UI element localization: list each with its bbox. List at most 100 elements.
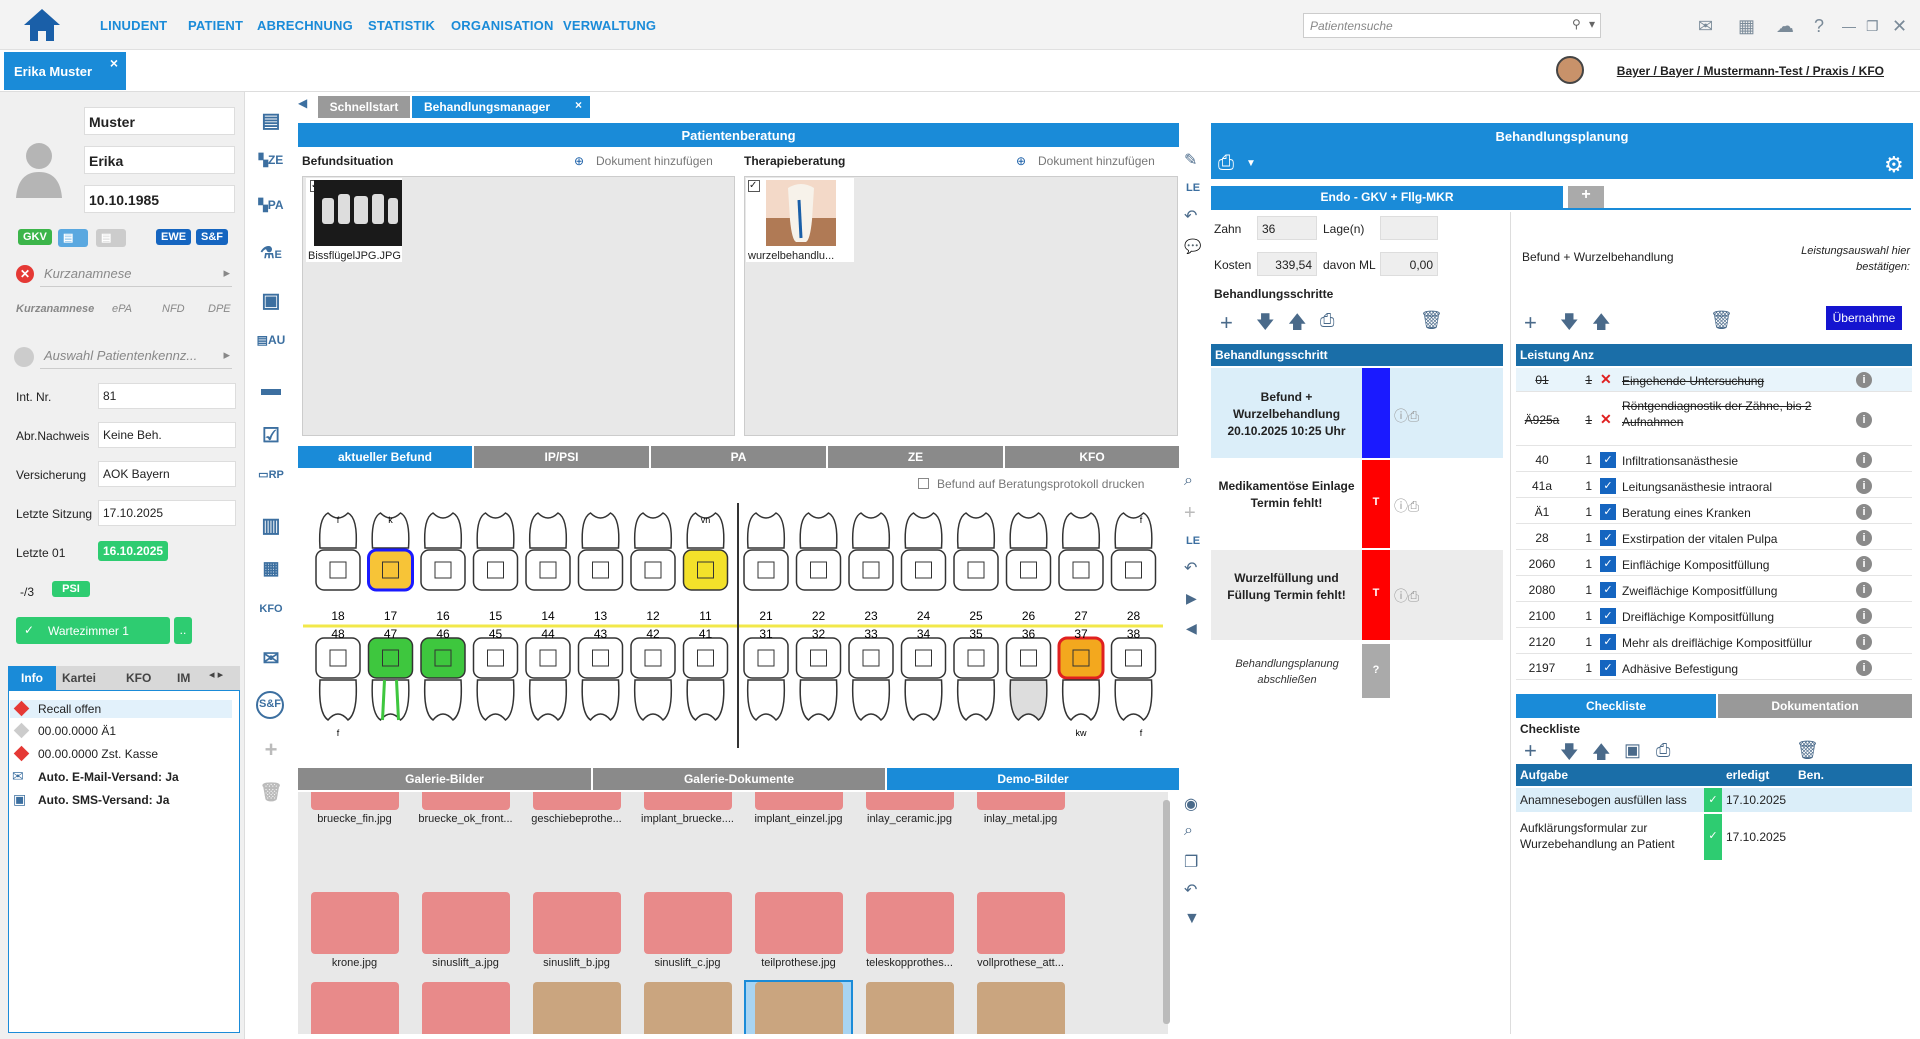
gallery-thumbnail[interactable]: teleskopprothes...: [857, 892, 962, 969]
tooth-lower[interactable]: [682, 637, 729, 722]
arrow-up-icon[interactable]: 🡅: [1592, 742, 1611, 762]
info-icon[interactable]: i: [1856, 478, 1872, 494]
tab-demo-bilder[interactable]: Demo-Bilder: [887, 768, 1180, 790]
nav-patient[interactable]: PATIENT: [188, 18, 244, 33]
tooth-upper[interactable]: [1005, 512, 1052, 591]
info-icon[interactable]: i: [1856, 582, 1872, 598]
tooth-lower[interactable]: [630, 637, 676, 722]
tooth-upper[interactable]: [367, 512, 414, 592]
gallery-thumbnail[interactable]: wurzelbehandlu...: [744, 980, 853, 1034]
clipboard-icon[interactable]: ☑: [262, 425, 280, 447]
leistung-row[interactable]: Ä925a 1 ✕ Röntgendiagnostik der Zähne, b…: [1516, 394, 1912, 446]
arrow-down-icon[interactable]: 🡇: [1560, 742, 1579, 762]
tooth-upper[interactable]: [472, 512, 519, 591]
leistung-row[interactable]: 2100 1 ✓ Dreiflächige Kompositfüllung i: [1516, 604, 1912, 628]
contacts-icon[interactable]: ▣: [261, 290, 281, 312]
settings-icon[interactable]: ⚙: [1884, 152, 1904, 177]
document-icon[interactable]: ▤: [96, 229, 126, 247]
tab-ze[interactable]: ZE: [828, 446, 1004, 468]
tooth-lower[interactable]: [1110, 637, 1157, 722]
tooth-upper[interactable]: [577, 512, 624, 591]
gallery-thumbnail[interactable]: implant_einzel.jpg: [746, 792, 851, 825]
tooth-upper[interactable]: [1110, 512, 1157, 591]
trash-icon[interactable]: 🗑: [1420, 310, 1443, 330]
gallery-thumbnail[interactable]: wurzelbehandlu...: [524, 982, 629, 1034]
gallery-thumbnail[interactable]: inlay_metal.jpg: [968, 792, 1073, 825]
tooth-upper[interactable]: [795, 512, 842, 591]
patient-tab[interactable]: Erika Muster ×: [4, 52, 126, 90]
tab-ip-psi[interactable]: IP/PSI: [474, 446, 650, 468]
lage-field[interactable]: [1380, 216, 1438, 240]
tooth-lower[interactable]: [367, 637, 414, 722]
info-icon[interactable]: i: [1856, 530, 1872, 546]
edit-icon[interactable]: ✎: [1184, 152, 1198, 169]
kfo-icon[interactable]: KFO: [259, 603, 283, 615]
print-befund-checkbox[interactable]: [918, 478, 929, 489]
trash-icon[interactable]: 🗑: [1710, 310, 1733, 330]
tooth-lower[interactable]: [743, 637, 789, 722]
remove-icon[interactable]: ✕: [1600, 371, 1612, 387]
tab-galerie-dokumente[interactable]: Galerie-Dokumente: [593, 768, 886, 790]
checkbox-checked[interactable]: ✓: [1600, 608, 1616, 624]
info-icon[interactable]: i: [1856, 372, 1872, 388]
home-icon[interactable]: [22, 6, 62, 44]
plan-tab[interactable]: Endo - GKV + Fllg-MKR: [1211, 186, 1563, 208]
gallery-thumbnail[interactable]: wurzelbehandlu...: [635, 982, 740, 1034]
leistung-row[interactable]: 2060 1 ✓ Einflächige Kompositfüllung i: [1516, 552, 1912, 576]
chevron-down-icon[interactable]: ▾: [1589, 17, 1596, 31]
leistung-row[interactable]: 2120 1 ✓ Mehr als dreiflächige Kompositf…: [1516, 630, 1912, 654]
tooth-upper[interactable]: [420, 512, 466, 591]
tooth-upper[interactable]: [682, 512, 729, 591]
search-icon[interactable]: ⚲: [1572, 17, 1581, 31]
checkbox[interactable]: ✓: [748, 180, 760, 192]
bars-icon[interactable]: ▥: [261, 515, 281, 537]
print-icon[interactable]: ⎙: [1656, 740, 1671, 760]
list-icon[interactable]: ▤: [261, 110, 281, 132]
leistung-row[interactable]: Ä1 1 ✓ Beratung eines Kranken i: [1516, 500, 1912, 524]
print-icon[interactable]: ⎙: [1320, 310, 1335, 330]
pa-module-icon[interactable]: ▚PA: [258, 198, 284, 212]
planung-abschliessen-link[interactable]: Behandlungsplanung abschließen: [1235, 658, 1339, 686]
leistung-row[interactable]: 2197 1 ✓ Adhäsive Befestigung i: [1516, 656, 1912, 680]
tab-im[interactable]: IM: [177, 671, 191, 685]
tooth-upper[interactable]: [953, 512, 999, 591]
tab-checkliste[interactable]: Checkliste: [1516, 694, 1716, 718]
gallery-thumbnail[interactable]: teilprothese.jpg: [746, 892, 851, 969]
tab-schnellstart[interactable]: Schnellstart: [318, 96, 410, 118]
cloud-icon[interactable]: ☁: [1776, 16, 1794, 36]
step-text[interactable]: Medikamentöse Einlage Termin fehlt!: [1218, 479, 1355, 510]
zoom-icon[interactable]: ⌕: [1184, 822, 1193, 839]
nav-verwaltung[interactable]: VERWALTUNG: [563, 18, 657, 33]
mail-icon[interactable]: ✉: [1698, 16, 1714, 36]
tab-pa[interactable]: PA: [651, 446, 827, 468]
leistung-row[interactable]: 41a 1 ✓ Leitungsanästhesie intraoral i: [1516, 474, 1912, 498]
done-check-icon[interactable]: ✓: [1704, 814, 1722, 860]
patient-search-input[interactable]: Patientensuche ⚲ ▾: [1303, 13, 1601, 38]
camera-icon[interactable]: ◉: [1184, 796, 1198, 813]
step-text[interactable]: Befund + Wurzelbehandlung 20.10.2025 10:…: [1227, 390, 1346, 438]
rp-icon[interactable]: ▭RP: [258, 469, 284, 481]
gallery-scrollbar[interactable]: [1163, 800, 1170, 1024]
step-info-print-icons[interactable]: ⓘ⎙: [1394, 588, 1420, 604]
step-row[interactable]: [1211, 460, 1503, 548]
checklist-row[interactable]: Aufklärungsformular zur Wurzebehandlung …: [1516, 814, 1912, 860]
arrow-down-icon[interactable]: 🡇: [1256, 312, 1275, 332]
checkbox-checked[interactable]: ✓: [1600, 504, 1616, 520]
card-icon[interactable]: ▤: [58, 229, 88, 247]
lab-icon[interactable]: ⚗E: [260, 245, 282, 262]
gallery-thumbnail[interactable]: bruecke_fin.jpg: [302, 792, 407, 825]
link-dpe[interactable]: DPE: [208, 303, 231, 315]
leistung-row[interactable]: 40 1 ✓ Infiltrationsanästhesie i: [1516, 448, 1912, 472]
ze-module-icon[interactable]: ▚ZE: [258, 153, 284, 167]
tooth-lower[interactable]: [525, 637, 571, 722]
nav-statistik[interactable]: STATISTIK: [368, 18, 436, 33]
add-document-link[interactable]: Dokument hinzufügen: [1038, 154, 1155, 168]
checkbox-checked[interactable]: ✓: [1600, 530, 1616, 546]
gallery-thumbnail[interactable]: krone.jpg: [302, 892, 407, 969]
arrow-down-icon[interactable]: 🡇: [1560, 312, 1579, 332]
step-row[interactable]: [1211, 550, 1503, 640]
dental-chart[interactable]: 18 48 17 47 16 46 15 45 14 44 13 43 12 42 11 41 21 31 22 32…: [298, 498, 1168, 754]
step-row-selected[interactable]: [1211, 368, 1503, 458]
clipboard-icon[interactable]: ▣: [1624, 740, 1642, 760]
arrow-up-icon[interactable]: 🡅: [1592, 312, 1611, 332]
